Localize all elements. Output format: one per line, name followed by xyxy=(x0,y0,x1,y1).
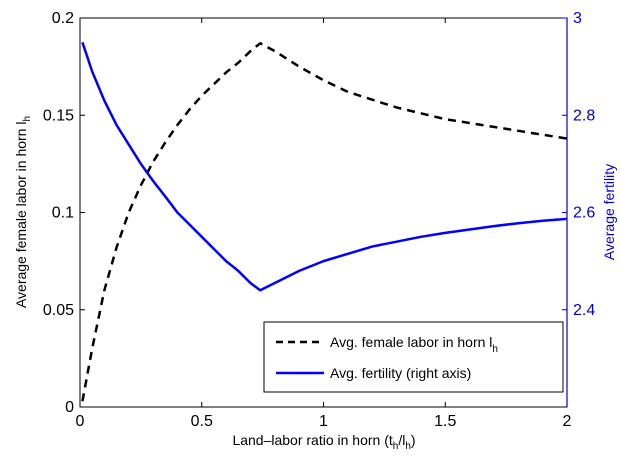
x-tick-label: 1.5 xyxy=(434,413,456,430)
x-tick-label: 0 xyxy=(76,413,85,430)
right-y-tick-label: 2.8 xyxy=(573,107,595,124)
right-y-tick-label: 2.6 xyxy=(573,205,595,222)
right-y-tick-label: 2.4 xyxy=(573,302,595,319)
left-y-tick-label: 0 xyxy=(65,399,74,416)
left-y-tick-label: 0.2 xyxy=(52,10,74,27)
x-tick-label: 2 xyxy=(563,413,572,430)
x-tick-label: 0.5 xyxy=(191,413,213,430)
legend-label-fertility: Avg. fertility (right axis) xyxy=(330,365,471,381)
right-y-tick-label: 3 xyxy=(573,10,582,27)
x-tick-label: 1 xyxy=(319,413,328,430)
legend-box xyxy=(264,322,563,392)
left-y-tick-label: 0.1 xyxy=(52,205,74,222)
left-y-tick-label: 0.05 xyxy=(43,302,74,319)
legend: Avg. female labor in horn lh Avg. fertil… xyxy=(264,322,563,392)
left-y-tick-label: 0.15 xyxy=(43,107,74,124)
right-y-axis-title: Average fertility xyxy=(601,164,617,260)
